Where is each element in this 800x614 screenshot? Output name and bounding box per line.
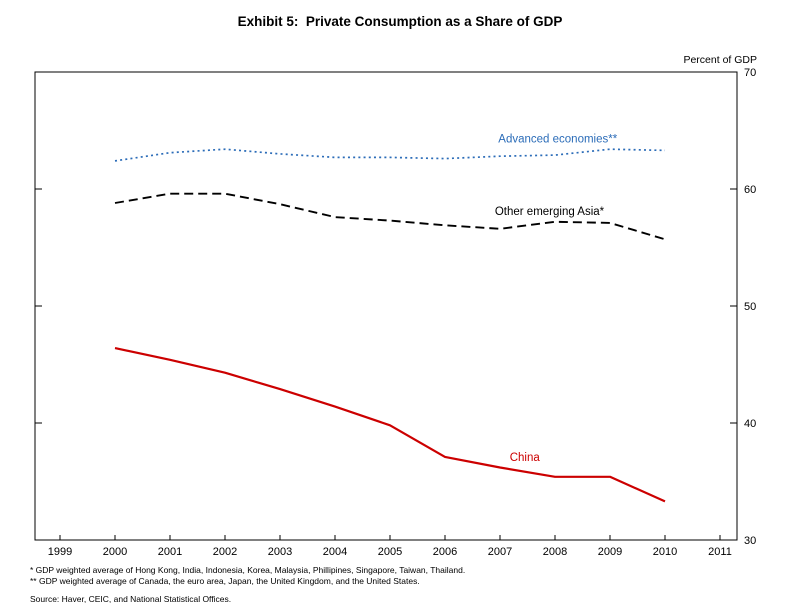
series-line-advanced-economies xyxy=(114,148,666,162)
y-tick-label: 60 xyxy=(744,184,756,196)
y-tick-label: 50 xyxy=(744,301,756,313)
y-tick-label: 70 xyxy=(744,67,756,79)
x-tick-label: 2005 xyxy=(378,546,402,558)
x-tick-label: 1999 xyxy=(48,546,72,558)
x-tick-label: 2011 xyxy=(708,546,732,558)
chart-title: Exhibit 5: Private Consumption as a Shar… xyxy=(237,14,563,29)
source-line: Source: Haver, CEIC, and National Statis… xyxy=(30,594,232,604)
x-tick-label: 2002 xyxy=(213,546,237,558)
x-tick-label: 2001 xyxy=(158,546,182,558)
series-line-other-emerging-asia xyxy=(114,192,666,241)
series-label-china: China xyxy=(510,452,541,464)
footnotes-block: * GDP weighted average of Hong Kong, Ind… xyxy=(30,565,465,605)
x-tick-label: 2009 xyxy=(598,546,622,558)
y-tick-label: 30 xyxy=(744,535,756,547)
x-tick-label: 2010 xyxy=(653,546,677,558)
series-label-advanced-economies: Advanced economies** xyxy=(498,134,617,146)
footnote-emerging-asia: * GDP weighted average of Hong Kong, Ind… xyxy=(30,565,466,575)
footnote-advanced-economies: ** GDP weighted average of Canada, the e… xyxy=(30,576,420,586)
x-tick-label: 2004 xyxy=(323,546,347,558)
x-tick-label: 2007 xyxy=(488,546,512,558)
x-tick-label: 2006 xyxy=(433,546,457,558)
x-tick-label: 2008 xyxy=(543,546,567,558)
x-tick-label: 2000 xyxy=(103,546,127,558)
y-axis-unit-label: Percent of GDP xyxy=(683,54,757,66)
y-tick-label: 40 xyxy=(744,418,756,430)
series-label-other-emerging-asia: Other emerging Asia* xyxy=(495,206,605,218)
plot-frame xyxy=(34,71,738,541)
x-tick-label: 2003 xyxy=(268,546,292,558)
series-line-china xyxy=(114,347,666,503)
